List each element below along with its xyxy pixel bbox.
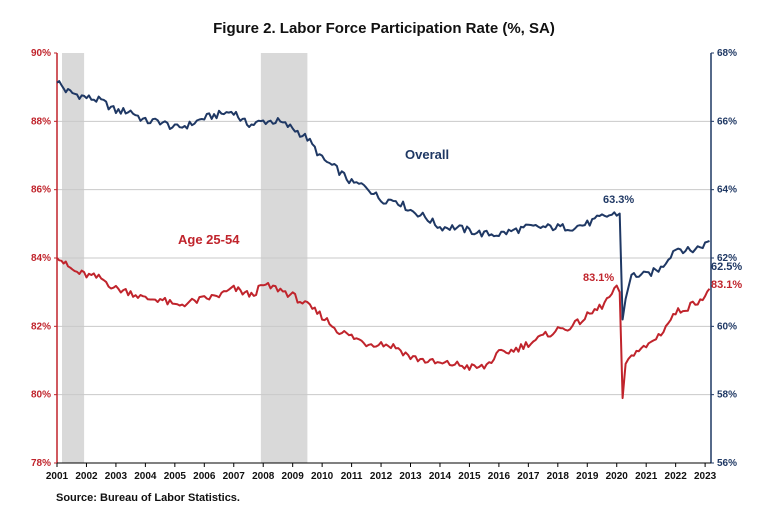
x-tick-label: 2019 — [576, 471, 599, 482]
y-left-tick-label: 88% — [31, 116, 51, 127]
x-tick-label: 2006 — [193, 471, 216, 482]
y-left-tick-label: 90% — [31, 48, 51, 59]
x-tick-label: 2014 — [429, 471, 452, 482]
y-right-tick-label: 60% — [717, 321, 737, 332]
x-tick-label: 2005 — [164, 471, 187, 482]
series-label-overall: Overall — [405, 147, 449, 162]
x-tick-label: 2004 — [134, 471, 157, 482]
x-tick-label: 2020 — [606, 471, 629, 482]
x-tick-label: 2018 — [547, 471, 570, 482]
annotation-overall-peak: 63.3% — [603, 194, 634, 206]
y-left-tick-label: 82% — [31, 321, 51, 332]
x-tick-label: 2012 — [370, 471, 393, 482]
series-line-age-25-54 — [56, 257, 711, 400]
y-right-tick-label: 58% — [717, 390, 737, 401]
x-tick-label: 2013 — [399, 471, 422, 482]
y-right-tick-label: 66% — [717, 116, 737, 127]
y-right-tick-label: 62% — [717, 253, 737, 264]
y-right-tick-label: 64% — [717, 185, 737, 196]
y-right-tick-label: 68% — [717, 48, 737, 59]
source-note: Source: Bureau of Labor Statistics. — [56, 492, 240, 504]
series-label-age-25-54: Age 25-54 — [178, 232, 240, 247]
x-tick-label: 2009 — [282, 471, 305, 482]
y-left-tick-label: 84% — [31, 253, 51, 264]
y-left-tick-label: 78% — [31, 458, 51, 469]
x-tick-label: 2007 — [223, 471, 246, 482]
x-tick-label: 2021 — [635, 471, 658, 482]
x-tick-label: 2015 — [458, 471, 481, 482]
x-tick-label: 2017 — [517, 471, 540, 482]
x-tick-label: 2022 — [665, 471, 688, 482]
x-tick-label: 2016 — [488, 471, 511, 482]
series-line-overall — [56, 80, 710, 321]
x-tick-label: 2011 — [341, 471, 363, 482]
annotation-age-peak: 83.1% — [583, 272, 614, 284]
x-tick-label: 2008 — [252, 471, 275, 482]
x-tick-label: 2003 — [105, 471, 128, 482]
x-tick-label: 2002 — [75, 471, 98, 482]
annotation-overall-latest: 62.5% — [711, 261, 742, 273]
y-left-tick-label: 86% — [31, 185, 51, 196]
y-right-tick-label: 56% — [717, 458, 737, 469]
chart-title: Figure 2. Labor Force Participation Rate… — [213, 20, 555, 37]
x-tick-label: 2001 — [46, 471, 69, 482]
annotation-age-latest: 83.1% — [711, 279, 742, 291]
x-tick-label: 2023 — [694, 471, 717, 482]
y-left-tick-label: 80% — [31, 390, 51, 401]
x-tick-label: 2010 — [311, 471, 334, 482]
